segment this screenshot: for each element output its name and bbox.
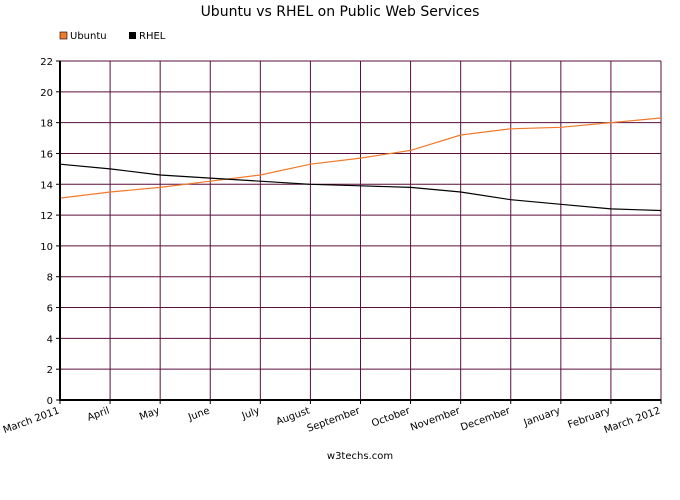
y-tick-label-6: 6: [47, 304, 53, 315]
x-tick-label-april: April: [86, 405, 111, 423]
x-tick-label-july: July: [240, 405, 262, 422]
y-tick-label-10: 10: [40, 242, 53, 253]
y-tick-label-0: 0: [47, 396, 53, 407]
y-tick-label-14: 14: [40, 180, 53, 191]
x-tick-label-november: November: [409, 405, 462, 433]
x-tick-label-december: December: [459, 405, 512, 433]
legend-label-rhel: RHEL: [139, 31, 166, 42]
legend-swatch-rhel: [129, 32, 136, 39]
legend-swatch-ubuntu: [59, 31, 68, 40]
x-tick-label-june: June: [186, 405, 211, 423]
x-tick-label-may: May: [138, 405, 161, 422]
y-tick-label-12: 12: [40, 211, 53, 222]
series-lines: [59, 117, 662, 212]
y-tick-label-18: 18: [40, 119, 53, 130]
chart-title: Ubuntu vs RHEL on Public Web Services: [201, 4, 480, 20]
grid: [60, 60, 662, 400]
x-tick-label-march-2012: March 2012: [603, 405, 662, 436]
y-tick-label-2: 2: [47, 365, 53, 376]
y-tick-label-20: 20: [40, 88, 53, 99]
series-line-rhel: [59, 163, 662, 212]
y-tick-label-16: 16: [40, 149, 53, 160]
source-credit: w3techs.com: [327, 451, 393, 462]
legend-label-ubuntu: Ubuntu: [70, 31, 107, 42]
y-tick-labels: 0 2 4 6 8 10 12 14 16 18 20 22: [40, 57, 60, 407]
legend: Ubuntu RHEL: [59, 31, 166, 42]
x-tick-label-january: January: [522, 405, 562, 429]
series-line-ubuntu: [59, 117, 662, 199]
x-tick-label-september: September: [306, 405, 363, 435]
x-tick-labels: March 2011 April May June July AugustSeptembe…: [2, 400, 662, 436]
x-tick-label-october: October: [370, 405, 412, 429]
y-tick-label-22: 22: [40, 57, 53, 68]
x-tick-label-march-2011: March 2011: [2, 405, 61, 436]
y-tick-label-4: 4: [47, 334, 53, 345]
y-tick-label-8: 8: [47, 273, 53, 284]
